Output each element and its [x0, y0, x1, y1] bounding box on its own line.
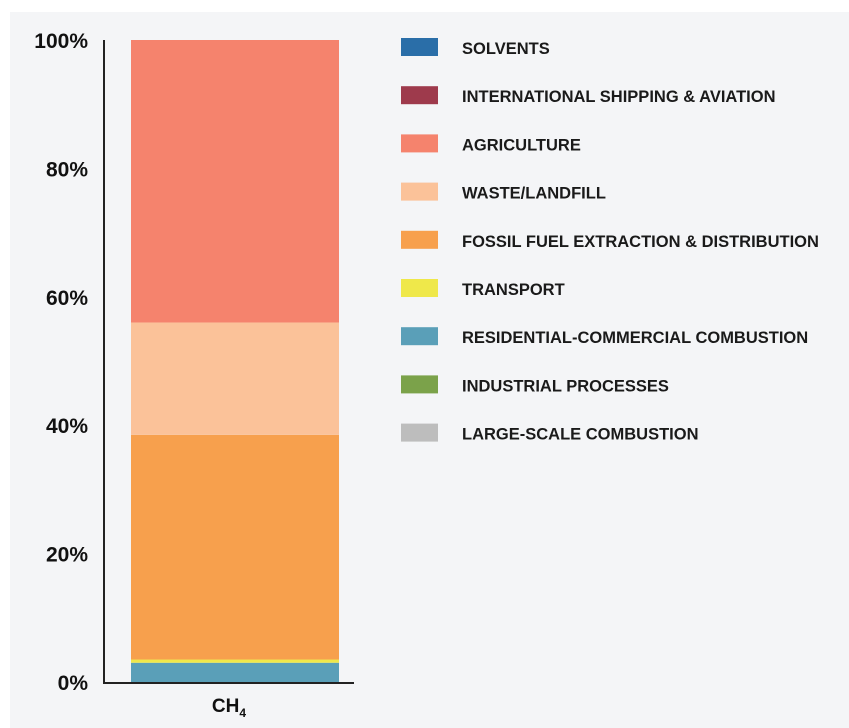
legend-label: INTERNATIONAL SHIPPING & AVIATION [462, 88, 776, 106]
legend-swatch [401, 134, 438, 153]
legend-item: RESIDENTIAL-COMMERCIAL COMBUSTION [401, 327, 808, 347]
legend-label: RESIDENTIAL-COMMERCIAL COMBUSTION [462, 329, 808, 347]
x-category-subscript: 4 [239, 706, 246, 720]
legend-item: TRANSPORT [401, 279, 565, 299]
bar-segment-agriculture [131, 40, 339, 323]
y-tick-label: 0% [58, 672, 89, 695]
bar-segment-fossil-fuel-extraction-distribution [131, 434, 339, 660]
legend-label: FOSSIL FUEL EXTRACTION & DISTRIBUTION [462, 233, 819, 251]
legend-label: INDUSTRIAL PROCESSES [462, 377, 669, 395]
legend-swatch [401, 423, 438, 442]
y-tick-label: 60% [46, 287, 88, 310]
x-category-labels: CH4 [212, 696, 246, 720]
legend-item: LARGE-SCALE COMBUSTION [401, 423, 699, 444]
y-tick-label: 80% [46, 158, 88, 181]
x-category-label: CH4 [212, 696, 246, 720]
legend-swatch [401, 38, 438, 56]
legend: SOLVENTS INTERNATIONAL SHIPPING & AVIATIO… [401, 38, 819, 444]
legend-label: WASTE/LANDFILL [462, 185, 606, 203]
legend-label: TRANSPORT [462, 281, 565, 299]
y-tick-labels: 0% 20% 40% 60% 80% 100% [34, 30, 88, 695]
legend-swatch [401, 279, 438, 297]
legend-item: SOLVENTS [401, 38, 550, 58]
legend-label: LARGE-SCALE COMBUSTION [462, 426, 699, 444]
legend-label: SOLVENTS [462, 40, 550, 58]
legend-swatch [401, 375, 438, 394]
legend-label: AGRICULTURE [462, 136, 581, 154]
y-tick-label: 100% [34, 30, 88, 53]
legend-item: FOSSIL FUEL EXTRACTION & DISTRIBUTION [401, 230, 819, 251]
legend-swatch [401, 327, 438, 346]
bar-segment-residential-commercial-combustion [131, 662, 339, 682]
legend-item: WASTE/LANDFILL [401, 182, 606, 203]
y-tick-label: 20% [46, 544, 88, 567]
legend-swatch [401, 182, 438, 201]
legend-item: INTERNATIONAL SHIPPING & AVIATION [401, 86, 776, 106]
bar-stack [131, 40, 339, 682]
bar-segment-waste-landfill [131, 322, 339, 435]
y-tick-label: 40% [46, 415, 88, 438]
legend-swatch [401, 86, 438, 105]
legend-item: AGRICULTURE [401, 134, 581, 154]
legend-swatch [401, 230, 438, 249]
legend-item: INDUSTRIAL PROCESSES [401, 375, 669, 395]
bar-segment-transport [131, 659, 339, 663]
